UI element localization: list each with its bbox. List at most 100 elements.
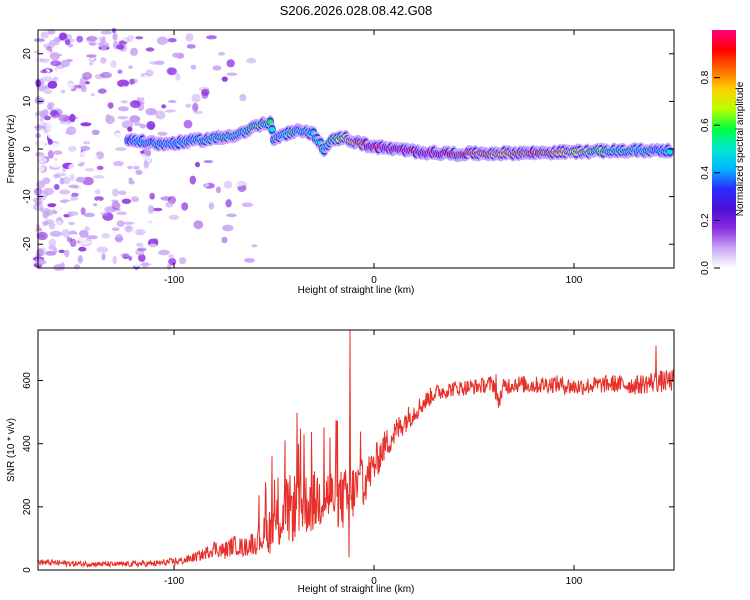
spectrogram-speckle [77,185,89,193]
spectrogram-speckle [59,32,68,41]
spectrogram-speckle [54,197,59,201]
spectrogram-speckle [157,224,166,229]
spectrogram-speckle [91,129,96,136]
spectrogram-speckle [54,204,63,212]
spectrogram-speckle [197,244,204,248]
spectrogram-speckle [190,64,197,70]
spectrogram-speckle [186,44,196,49]
spectrogram-speckle [43,88,53,95]
spectrogram-speckle [79,240,91,245]
spectrogram-speckle [240,147,250,157]
spectrogram-speckle [214,230,227,234]
spectrogram-speckle [141,214,151,224]
spectrogram-speckle [40,69,48,74]
spectrogram-speckle [101,36,106,43]
spectrogram-speckle [74,158,81,165]
spectrogram-speckle [70,145,82,152]
spectrogram-speckle [47,80,58,89]
spectrogram-speckle [227,45,234,55]
spectrogram-speckle [40,31,49,39]
spectrogram-speckle [54,220,63,229]
spectrogram-speckle [89,31,98,38]
spectrogram-speckle [239,93,247,102]
spectrogram-speckle [46,131,56,135]
colorbar-tick-label: 0.0 [700,261,711,275]
spectrogram-speckle [158,249,170,256]
spectrogram-speckle [146,121,156,130]
spectrogram-speckle [245,139,256,146]
spectrogram-speckle [97,88,107,94]
spectrogram-speckle [45,197,55,203]
spectrogram-speckle [132,165,140,170]
spectrogram-speckle [68,145,77,152]
spectrogram-speckle [47,104,53,110]
spectrogram-speckle [112,32,118,41]
snr-xlabel: Height of straight line (km) [298,584,415,595]
spectrogram-speckle [231,197,243,202]
spectrogram-speckle [82,72,93,80]
spectrogram-speckle [36,76,42,80]
spectrogram-speckle [207,252,218,259]
spectrogram-speckle [50,60,61,67]
spectrogram-speckle [117,69,123,74]
spectrogram-speckle [64,249,70,258]
chart-title: S206.2026.028.08.42.G08 [280,3,433,18]
spectrogram-speckle [40,140,46,148]
spectrogram-speckle [80,122,92,127]
spectrogram-speckle [90,93,95,97]
spectrogram-ytick-label: -20 [22,237,33,252]
spectrogram-speckle [243,30,250,35]
spectrogram-speckle [254,216,259,223]
spectrogram-speckle [48,238,57,248]
spectrogram-speckle [117,106,129,112]
spectrogram-speckle [218,52,226,56]
spectrogram-speckle [192,102,199,112]
spectrogram-speckle [164,176,173,185]
spectrogram-speckle [130,47,138,56]
spectrogram-speckle [191,93,201,103]
spectrogram-speckle [209,93,215,98]
spectrogram-speckle [129,217,136,222]
spectrogram-speckle [112,255,117,265]
colorbar: 0.0 0.2 0.4 0.6 0.8 Normalized spectral ampl… [700,30,746,275]
spectrogram-speckle [128,255,133,261]
snr-ytick-label: 600 [22,372,33,389]
spectrogram-speckle [116,44,125,50]
spectrogram-speckle [216,186,221,194]
spectrogram-speckle [62,176,71,185]
spectrogram-speckle [177,80,189,86]
spectrogram-speckle [127,165,133,170]
spectrogram-speckle [225,47,230,53]
spectrogram-speckle [60,89,66,94]
spectrogram-speckle [208,202,215,210]
spectrogram-speckle [69,238,77,247]
spectrogram-speckle [226,213,237,218]
spectrogram-speckle [78,246,87,252]
spectrogram-speckle [137,85,142,90]
spectrogram-speckle [153,207,163,212]
spectrogram-speckle [172,52,181,58]
spectrogram-speckle [168,214,180,220]
spectrogram-speckle [225,199,232,208]
spectrogram-speckle [240,115,246,122]
spectrogram-speckle [121,120,134,129]
spectrogram-xlabel: Height of straight line (km) [298,285,415,296]
spectrogram-speckle [133,260,141,267]
spectrogram-speckle [206,45,219,50]
spectrogram-speckle [145,108,157,116]
spectrogram-speckle [138,253,146,262]
spectrogram-speckle [111,227,120,232]
spectrogram-speckle [195,58,205,64]
spectrogram-speckle [136,91,146,98]
spectrogram-speckle [110,208,121,212]
spectrogram-speckle [145,47,155,52]
spectrogram-speckle [60,59,70,68]
spectrogram-speckle [97,105,110,113]
spectrogram-speckle [34,97,45,105]
spectrogram-speckle [135,151,142,160]
spectrogram-speckle [96,165,104,170]
spectrogram-speckle [69,113,76,123]
spectrogram-speckle [195,161,200,168]
spectrogram-speckle [93,203,98,207]
